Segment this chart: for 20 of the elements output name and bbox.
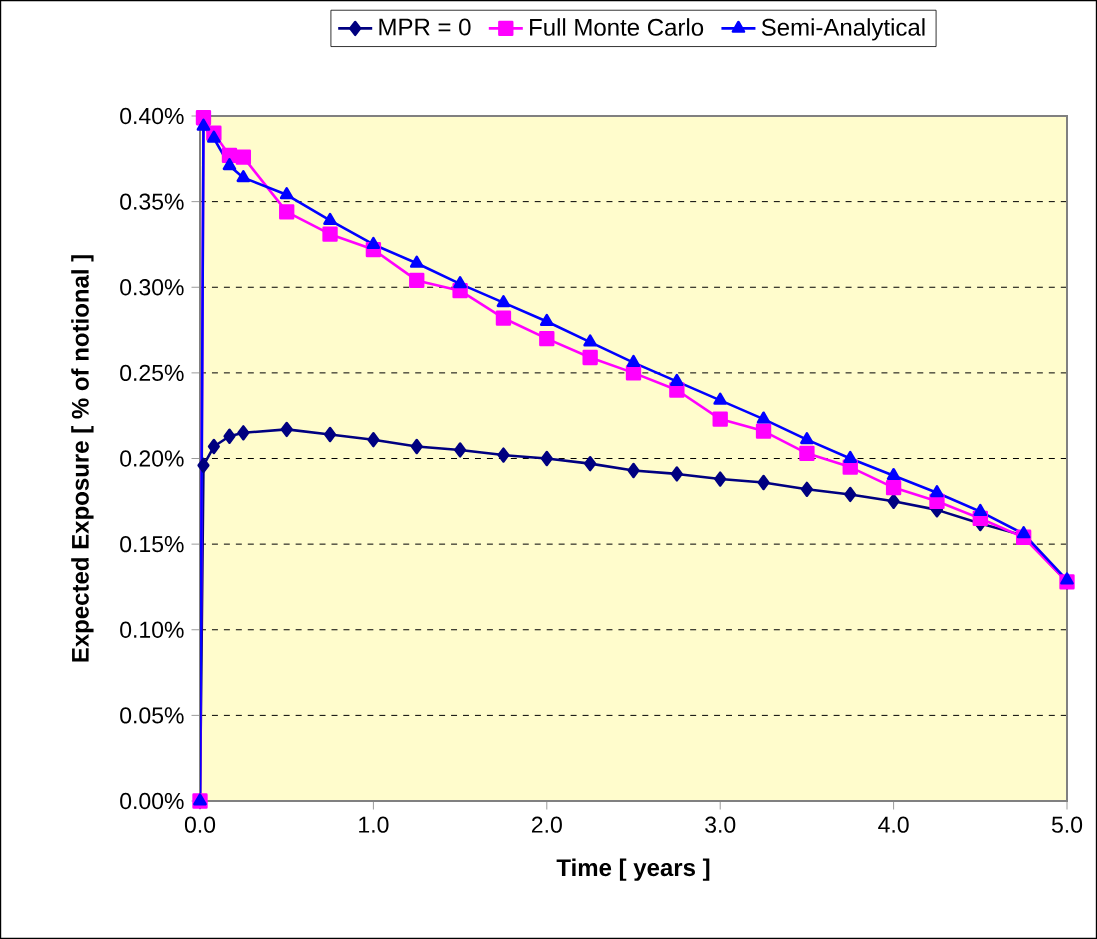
y-tick-label: 0.25%	[120, 364, 184, 382]
y-tick-label: 0.00%	[120, 792, 184, 810]
y-tick-label: 0.30%	[120, 279, 184, 296]
x-axis-title: Time [ years ]	[556, 858, 710, 881]
y-tick-label: 0.20%	[120, 450, 184, 467]
x-tick-label: 0.0	[184, 816, 216, 833]
x-tick-label: 5.0	[1051, 816, 1083, 833]
y-tick-label: 0.05%	[120, 707, 184, 724]
legend-label: Semi-Analytical	[761, 18, 925, 41]
legend-label: MPR = 0	[379, 18, 471, 36]
y-tick-label: 0.40%	[120, 107, 184, 125]
legend-label: Full Monte Carlo	[530, 18, 704, 36]
y-tick-label: 0.15%	[120, 535, 184, 553]
x-tick-label: 2.0	[531, 816, 562, 833]
y-tick-label: 0.10%	[120, 621, 184, 638]
x-tick-label: 3.0	[705, 816, 736, 833]
x-tick-label: 1.0	[359, 816, 389, 833]
x-tick-label: 4.0	[878, 816, 909, 833]
y-axis-title: Expected Exposure [ % of notional ]	[71, 255, 94, 662]
y-tick-label: 0.35%	[120, 193, 184, 210]
